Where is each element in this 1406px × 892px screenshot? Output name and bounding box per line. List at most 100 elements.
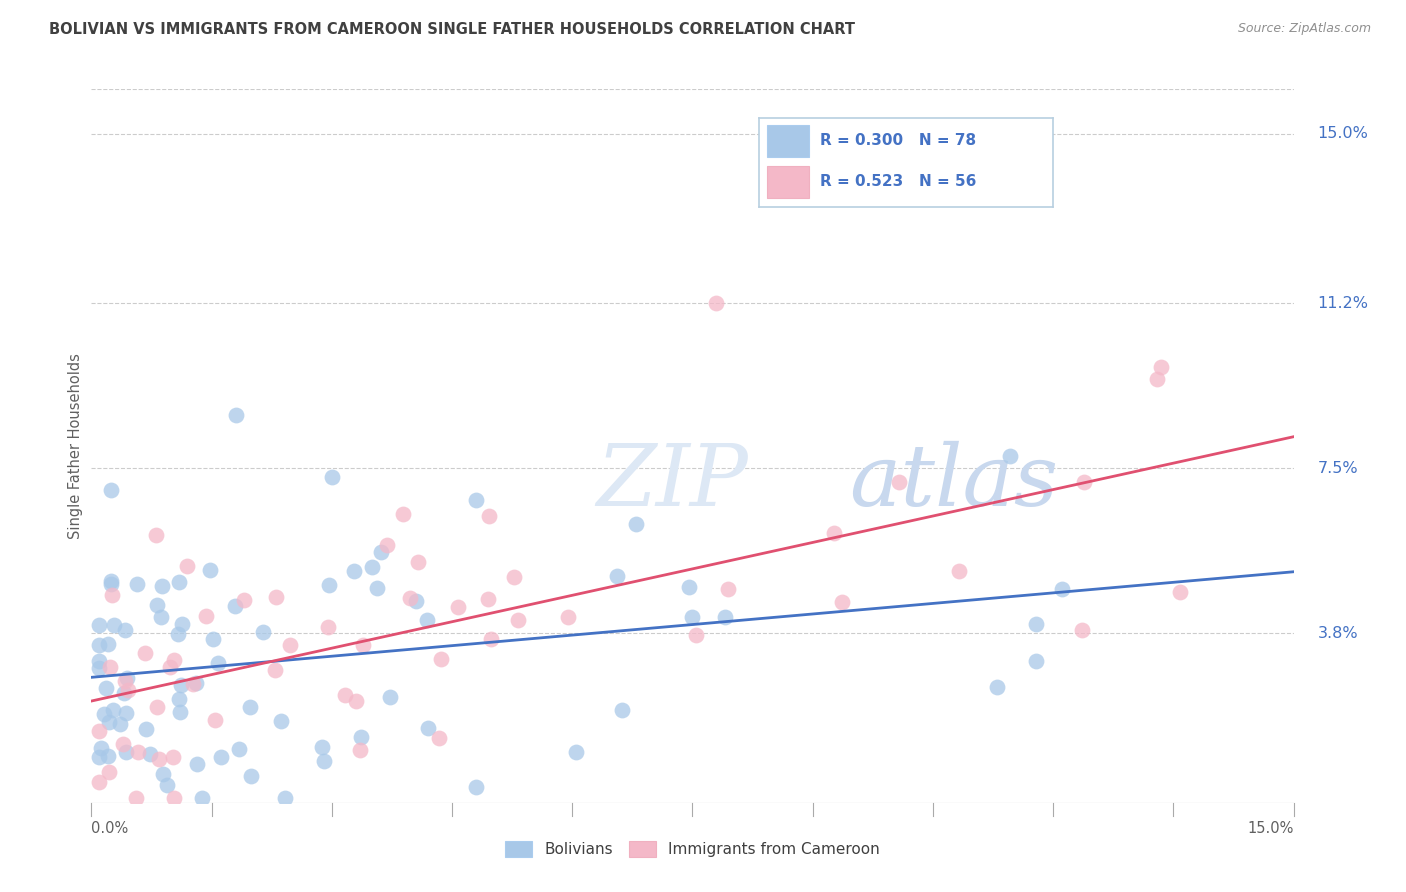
Point [352, 638, 374, 652]
Point [162, 749, 184, 764]
Text: Source: ZipAtlas.com: Source: ZipAtlas.com [1237, 22, 1371, 36]
Point [366, 582, 388, 596]
Point [823, 526, 845, 541]
Point [172, 616, 194, 631]
Point [207, 657, 229, 671]
Point [134, 646, 156, 660]
Text: 3.8%: 3.8% [1317, 626, 1358, 640]
Text: 11.2%: 11.2% [1317, 296, 1368, 310]
Point [239, 700, 262, 714]
Point [98, 715, 121, 730]
Point [408, 555, 430, 569]
Point [502, 570, 524, 584]
Point [114, 624, 136, 638]
Point [191, 791, 214, 805]
Point [159, 659, 181, 673]
Point [89, 638, 111, 652]
Point [101, 588, 124, 602]
Point [318, 620, 340, 634]
Point [350, 730, 373, 744]
Text: ZIP: ZIP [596, 441, 748, 523]
Point [1000, 450, 1022, 464]
Point [447, 599, 470, 614]
Point [117, 683, 139, 698]
Point [100, 577, 122, 591]
Point [349, 742, 371, 756]
Point [321, 470, 343, 484]
Point [477, 591, 499, 606]
Point [344, 694, 367, 708]
Point [167, 692, 190, 706]
Point [98, 660, 121, 674]
Point [97, 749, 120, 764]
Point [678, 580, 700, 594]
Point [986, 680, 1008, 694]
Point [145, 528, 167, 542]
Point [115, 745, 138, 759]
FancyBboxPatch shape [768, 166, 808, 198]
Text: BOLIVIAN VS IMMIGRANTS FROM CAMEROON SINGLE FATHER HOUSEHOLDS CORRELATION CHART: BOLIVIAN VS IMMIGRANTS FROM CAMEROON SIN… [49, 22, 855, 37]
Point [1073, 475, 1095, 490]
Point [477, 509, 499, 524]
Point [89, 660, 111, 674]
Point [564, 745, 586, 759]
Point [94, 681, 117, 695]
Text: Single Father Households: Single Father Households [69, 353, 83, 539]
Point [427, 731, 450, 745]
Point [150, 579, 173, 593]
Point [239, 769, 262, 783]
Text: 7.5%: 7.5% [1317, 461, 1358, 475]
Point [184, 676, 207, 690]
Point [148, 752, 170, 766]
Point [204, 713, 226, 727]
Point [93, 706, 115, 721]
Point [125, 577, 148, 591]
Point [149, 610, 172, 624]
Legend: Bolivians, Immigrants from Cameroon: Bolivians, Immigrants from Cameroon [499, 835, 886, 863]
Point [100, 483, 122, 497]
Point [97, 637, 120, 651]
Point [360, 559, 382, 574]
Point [146, 598, 169, 612]
Point [1025, 617, 1047, 632]
Point [831, 595, 853, 609]
Point [232, 593, 254, 607]
Point [416, 613, 439, 627]
Point [202, 632, 225, 647]
Text: 15.0%: 15.0% [1317, 127, 1368, 141]
Point [1070, 623, 1092, 637]
Point [89, 775, 111, 789]
Point [170, 678, 193, 692]
Point [264, 590, 287, 604]
Point [681, 610, 703, 624]
Point [418, 721, 440, 735]
Point [405, 593, 427, 607]
Point [465, 780, 488, 795]
Point [377, 538, 399, 552]
Point [263, 663, 285, 677]
Point [169, 705, 191, 719]
Point [430, 651, 453, 665]
Point [98, 765, 121, 780]
Point [311, 739, 333, 754]
Text: 15.0%: 15.0% [1247, 821, 1294, 836]
Point [181, 677, 204, 691]
Point [112, 737, 135, 751]
Point [479, 632, 502, 646]
Text: atlas: atlas [849, 441, 1057, 523]
Point [626, 516, 648, 531]
Point [224, 599, 246, 613]
Point [166, 627, 188, 641]
Point [1150, 360, 1173, 375]
Point [557, 610, 579, 624]
Point [270, 714, 292, 728]
Point [391, 507, 413, 521]
Point [399, 591, 422, 605]
Point [370, 545, 392, 559]
Point [1025, 654, 1047, 668]
Point [465, 492, 488, 507]
Point [1170, 585, 1192, 599]
Point [108, 716, 131, 731]
Point [606, 568, 628, 582]
Point [378, 690, 401, 705]
